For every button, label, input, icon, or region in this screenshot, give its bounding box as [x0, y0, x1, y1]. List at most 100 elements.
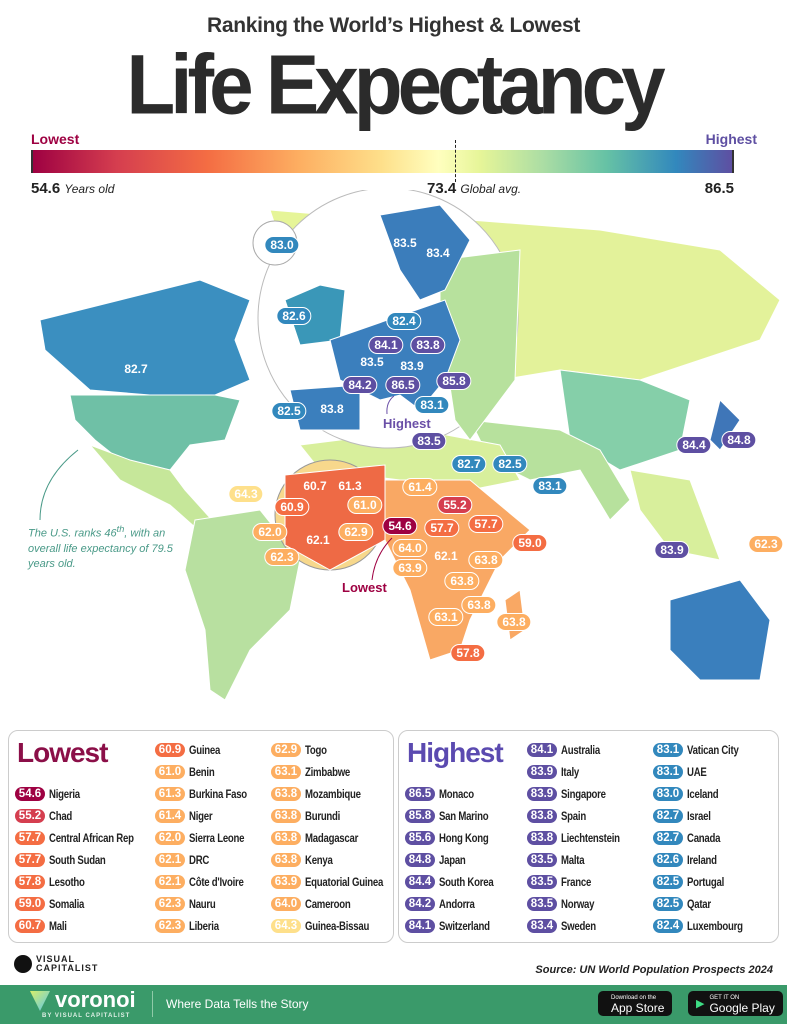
- map-value-label: 59.0: [512, 534, 548, 552]
- list-item: 85.6 Hong Kong: [405, 829, 501, 847]
- map-value-label: 83.4: [426, 246, 450, 260]
- list-item: 83.8 Spain: [527, 807, 592, 825]
- map-value-label: 60.7: [303, 479, 327, 493]
- map-value-label: 64.0: [392, 539, 428, 557]
- subtitle: Ranking the World’s Highest & Lowest: [206, 14, 581, 37]
- vc-logo-icon: [14, 955, 32, 973]
- list-item: 84.8 Japan: [405, 851, 472, 869]
- us-note-arrow: [39, 449, 79, 521]
- voronoi-sub: BY VISUAL CAPITALIST: [42, 1013, 131, 1019]
- list-item: 54.6 Nigeria: [15, 785, 88, 803]
- se-asia: [629, 469, 721, 561]
- scale-avg: 73.4 Global avg.: [427, 180, 521, 197]
- value-badge: 83.9: [527, 765, 557, 779]
- scale-low-label: Lowest: [31, 131, 80, 147]
- value-badge: 83.5: [527, 897, 557, 911]
- map-value-label: 63.9: [392, 559, 428, 577]
- list-item: 83.8 Liechtenstein: [527, 829, 634, 847]
- value-badge: 83.1: [653, 743, 683, 757]
- map-value-label: 82.7: [124, 362, 148, 376]
- map-value-label: 62.1: [306, 533, 330, 547]
- map-value-label: 63.8: [496, 613, 532, 631]
- value-badge: 60.9: [155, 743, 185, 757]
- map-value-label: 61.0: [347, 496, 383, 514]
- country-name: Liechtenstein: [561, 831, 620, 845]
- list-item: 64.3 Guinea-Bissau: [271, 917, 385, 935]
- country-name: Qatar: [687, 897, 711, 911]
- map-value-label: 83.9: [400, 359, 424, 373]
- list-item: 83.5 Malta: [527, 851, 590, 869]
- map-value-label: 82.4: [386, 312, 422, 330]
- vc-logo-text: VISUAL CAPITALIST: [36, 954, 99, 973]
- value-badge: 84.1: [527, 743, 557, 757]
- list-item: 61.0 Benin: [155, 763, 221, 781]
- country-name: Norway: [561, 897, 595, 911]
- value-badge: 84.1: [405, 919, 435, 933]
- list-item: 57.8 Lesotho: [15, 873, 94, 891]
- list-item: 63.8 Kenya: [271, 851, 340, 869]
- map-value-label: 82.5: [271, 402, 307, 420]
- map-value-label: 62.1: [434, 549, 458, 563]
- value-badge: 63.8: [271, 809, 301, 823]
- google-small: GET IT ON: [709, 995, 740, 1001]
- us-note: The U.S. ranks 46th, with an overall lif…: [28, 522, 178, 572]
- country-name: DRC: [189, 853, 210, 867]
- country-name: Hong Kong: [439, 831, 489, 845]
- list-item: 82.6 Ireland: [653, 851, 724, 869]
- country-name: Australia: [561, 743, 600, 757]
- scale-min-unit: Years old: [64, 182, 115, 196]
- map-value-label: 60.9: [274, 498, 310, 516]
- country-name: Burkina Faso: [189, 787, 247, 801]
- map-value-label: 62.3: [264, 548, 300, 566]
- map-value-label: 83.9: [654, 541, 690, 559]
- visual-capitalist-logo: VISUAL CAPITALIST: [14, 955, 106, 973]
- country-name: Vatican City: [687, 743, 739, 757]
- list-item: 83.9 Singapore: [527, 785, 617, 803]
- map-value-label: 57.8: [450, 644, 486, 662]
- value-badge: 83.1: [653, 765, 683, 779]
- us-note-text: The U.S. ranks 46: [28, 527, 117, 540]
- value-badge: 84.2: [405, 897, 435, 911]
- country-name: Sweden: [561, 919, 596, 933]
- country-name: Central African Rep: [49, 831, 134, 845]
- map-value-label: 83.0: [264, 236, 300, 254]
- voronoi-logo: voronoi: [55, 987, 136, 1012]
- color-scale-bar: [31, 150, 734, 173]
- map-value-label: 84.1: [708, 708, 732, 722]
- value-badge: 62.3: [155, 919, 185, 933]
- country-name: Somalia: [49, 897, 85, 911]
- scale-high-label: Highest: [705, 131, 757, 147]
- list-item: 62.9 Togo: [271, 741, 332, 759]
- list-item: 83.9 Italy: [527, 763, 584, 781]
- list-item: 83.0 Iceland: [653, 785, 726, 803]
- google-label: Google Play: [709, 1001, 775, 1015]
- value-badge: 83.4: [527, 919, 557, 933]
- app-store-label: App Store: [611, 1001, 665, 1015]
- value-badge: 54.6: [15, 787, 45, 801]
- map-value-label: 82.6: [276, 307, 312, 325]
- value-badge: 82.7: [653, 809, 683, 823]
- map-value-label: 82.7: [451, 455, 487, 473]
- country-name: Iceland: [687, 787, 719, 801]
- list-item: 84.1 Australia: [527, 741, 610, 759]
- list-item: 63.8 Burundi: [271, 807, 349, 825]
- list-item: 62.1 Côte d'Ivoire: [155, 873, 257, 891]
- list-item: 62.3 Liberia: [155, 917, 226, 935]
- lowest-panel: Lowest 54.6 Nigeria 55.2 Chad 57.7 Central Af…: [8, 730, 394, 943]
- australia: [669, 579, 771, 681]
- map-value-label: 85.6: [678, 456, 702, 470]
- list-item: 62.0 Sierra Leone: [155, 829, 258, 847]
- global-avg-marker: [455, 140, 456, 182]
- value-badge: 83.9: [527, 787, 557, 801]
- value-badge: 62.1: [155, 853, 185, 867]
- country-name: San Marino: [439, 809, 489, 823]
- map-value-label: 61.3: [338, 479, 362, 493]
- list-item: 62.3 Nauru: [155, 895, 222, 913]
- list-item: 82.7 Israel: [653, 807, 717, 825]
- list-item: 82.5 Portugal: [653, 873, 733, 891]
- highest-title: Highest: [407, 737, 504, 768]
- app-store-button[interactable]: Download on the App Store: [598, 991, 673, 1016]
- google-play-button[interactable]: ▶ GET IT ON Google Play: [688, 991, 783, 1016]
- value-badge: 85.8: [405, 809, 435, 823]
- value-badge: 62.0: [155, 831, 185, 845]
